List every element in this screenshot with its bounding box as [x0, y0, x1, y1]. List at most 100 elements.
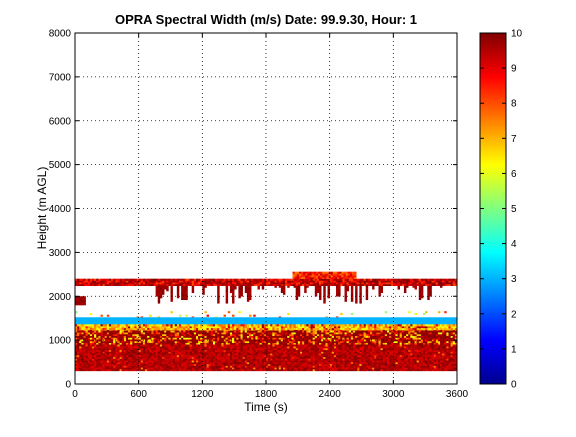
heatmap-cell	[185, 278, 188, 281]
heatmap-cell	[336, 292, 339, 295]
heatmap-cell	[427, 294, 430, 297]
heatmap-cell	[119, 319, 122, 322]
heatmap-cell	[412, 324, 415, 327]
heatmap-cell	[297, 332, 301, 335]
heatmap-cell	[119, 320, 122, 323]
heatmap-cell	[191, 339, 195, 342]
heatmap-cell	[75, 362, 78, 365]
heatmap-cell	[435, 339, 439, 342]
heatmap-cell	[77, 362, 80, 365]
heatmap-cell	[420, 341, 424, 344]
heatmap-cell	[350, 342, 354, 345]
heatmap-cell	[350, 341, 354, 344]
heatmap-cell	[325, 342, 328, 345]
heatmap-cell	[79, 339, 82, 342]
heatmap-cell	[427, 333, 430, 337]
heatmap-cell	[340, 335, 343, 338]
heatmap-cell	[435, 326, 439, 329]
heatmap-cell	[115, 339, 118, 342]
heatmap-cell	[344, 282, 347, 285]
heatmap-cell	[327, 330, 330, 333]
heatmap-cell	[386, 327, 390, 330]
heatmap-cell	[223, 342, 226, 345]
heatmap-cell	[348, 337, 352, 340]
heatmap-cell	[350, 290, 354, 294]
heatmap-cell	[425, 330, 428, 333]
heatmap-cell	[87, 360, 91, 363]
heatmap-cell	[280, 285, 284, 288]
heatmap-cell	[244, 339, 248, 342]
heatmap-cell	[420, 280, 424, 283]
heatmap-cell	[420, 317, 424, 320]
heatmap-cell	[136, 356, 139, 359]
heatmap-cell	[157, 299, 161, 302]
heatmap-cell	[344, 324, 347, 327]
heatmap-cell	[312, 317, 316, 320]
heatmap-cell	[212, 337, 216, 340]
heatmap-cell	[208, 319, 212, 322]
heatmap-cell	[293, 317, 297, 320]
heatmap-cell	[189, 330, 193, 333]
heatmap-cell	[89, 348, 93, 351]
heatmap-cell	[263, 319, 267, 322]
heatmap-cell	[323, 299, 326, 302]
heatmap-cell	[170, 363, 173, 366]
heatmap-cell	[291, 322, 294, 325]
heatmap-cell	[251, 278, 254, 281]
heatmap-cell	[365, 290, 369, 294]
heatmap-cell	[153, 330, 156, 333]
heatmap-cell	[410, 341, 413, 344]
heatmap-cell	[297, 335, 301, 338]
heatmap-cell	[285, 339, 288, 342]
heatmap-cell	[166, 342, 169, 345]
heatmap-cell	[111, 339, 114, 342]
heatmap-cell	[249, 296, 252, 299]
heatmap-cell	[399, 337, 403, 340]
heatmap-cell	[151, 360, 154, 363]
heatmap-cell	[130, 327, 133, 330]
heatmap-cell	[81, 278, 84, 281]
heatmap-cell	[155, 360, 159, 363]
heatmap-cell	[210, 317, 214, 320]
heatmap-cell	[100, 283, 103, 287]
heatmap-cell	[403, 337, 407, 340]
heatmap-cell	[181, 363, 184, 366]
heatmap-cell	[75, 363, 78, 366]
heatmap-cell	[187, 326, 190, 329]
heatmap-cell	[187, 335, 190, 338]
heatmap-cell	[77, 365, 80, 368]
heatmap-cell	[448, 322, 451, 325]
heatmap-cell	[282, 335, 286, 338]
heatmap-cell	[96, 349, 99, 352]
heatmap-cell	[225, 342, 229, 345]
heatmap-cell	[249, 282, 252, 285]
heatmap-cell	[236, 320, 239, 323]
heatmap-cell	[183, 298, 186, 301]
heatmap-cell	[85, 360, 89, 363]
heatmap-cell	[170, 278, 173, 281]
heatmap-cell	[212, 280, 216, 283]
heatmap-cell	[81, 360, 84, 363]
heatmap-cell	[223, 322, 226, 325]
heatmap-cell	[353, 322, 356, 325]
heatmap-cell	[151, 332, 154, 335]
heatmap-cell	[185, 339, 188, 342]
heatmap-cell	[170, 290, 173, 294]
heatmap-cell	[164, 346, 167, 349]
heatmap-cell	[345, 276, 348, 279]
heatmap-cell	[193, 365, 197, 368]
heatmap-cell	[147, 356, 150, 359]
heatmap-cell	[81, 335, 84, 338]
heatmap-cell	[238, 283, 241, 287]
heatmap-cell	[329, 330, 333, 333]
heatmap-cell	[145, 342, 148, 345]
heatmap-cell	[316, 333, 320, 337]
heatmap-cell	[106, 330, 110, 333]
heatmap-cell	[159, 353, 163, 356]
heatmap-cell	[450, 319, 454, 322]
heatmap-cell	[193, 322, 197, 325]
heatmap-cell	[299, 282, 303, 285]
heatmap-cell	[382, 330, 386, 333]
heatmap-cell	[397, 287, 400, 290]
heatmap-cell	[202, 337, 205, 340]
